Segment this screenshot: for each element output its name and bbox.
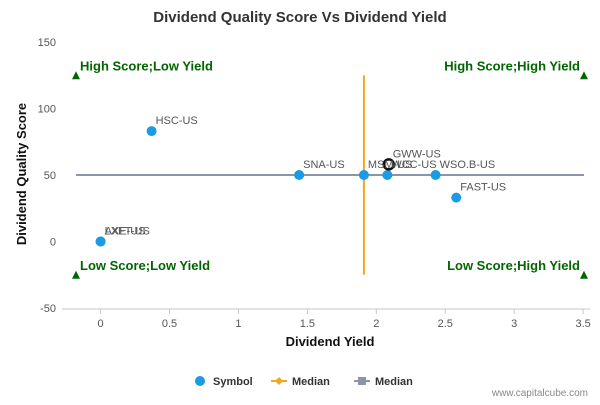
quadrant-labels: High Score;Low Yield High Score;High Yiel… xyxy=(72,58,588,279)
x-tick-label: 1.5 xyxy=(300,318,315,330)
data-point xyxy=(451,192,462,203)
x-tick-label: 3 xyxy=(511,318,517,330)
y-axis: -50 0 50 100 150 xyxy=(38,37,56,315)
legend-diamond-icon xyxy=(275,377,283,385)
point-label: AXE-US xyxy=(105,226,146,238)
legend-square-icon xyxy=(358,377,366,385)
x-tick-label: 1 xyxy=(235,318,241,330)
point-label: WCC-US xyxy=(391,159,436,171)
point-label: WSO.B-US xyxy=(440,159,496,171)
quadrant-marker-icon xyxy=(72,270,80,279)
legend-label: Median xyxy=(375,376,413,388)
point-label: HSC-US xyxy=(156,115,198,127)
x-axis-title: Dividend Yield xyxy=(286,334,375,349)
x-tick-label: 3.5 xyxy=(575,318,590,330)
data-point xyxy=(95,236,106,247)
highlighted-point xyxy=(382,158,395,171)
data-point xyxy=(430,170,441,180)
chart-title: Dividend Quality Score Vs Dividend Yield xyxy=(153,9,446,26)
legend-symbol-icon xyxy=(195,376,205,386)
point-label: LXFT-US xyxy=(105,226,150,238)
data-point xyxy=(358,170,369,180)
x-tick-label: 2.5 xyxy=(438,318,453,330)
point-label: MSM-US xyxy=(368,159,413,171)
quadrant-label-top-right: High Score;High Yield xyxy=(444,58,580,73)
quadrant-label-bottom-left: Low Score;Low Yield xyxy=(80,258,210,273)
quadrant-marker-icon xyxy=(72,71,80,80)
legend-label: Symbol xyxy=(213,376,253,388)
y-axis-title: Dividend Quality Score xyxy=(14,103,29,245)
y-tick-label: -50 xyxy=(40,303,56,315)
point-label: SNA-US xyxy=(303,159,345,171)
quadrant-label-top-left: High Score;Low Yield xyxy=(80,58,213,73)
point-label: FAST-US xyxy=(460,182,506,194)
legend-label: Median xyxy=(292,376,330,388)
quadrant-marker-icon xyxy=(580,71,588,80)
quadrant-label-bottom-right: Low Score;High Yield xyxy=(447,258,580,273)
legend: Symbol Median Median xyxy=(195,376,413,388)
data-point xyxy=(146,126,157,137)
median-lines xyxy=(76,75,584,275)
quadrant-marker-icon xyxy=(580,270,588,279)
y-tick-label: 150 xyxy=(38,37,56,49)
x-tick-label: 0.5 xyxy=(162,318,177,330)
y-tick-label: 50 xyxy=(44,170,56,182)
x-axis: 0 0.5 1 1.5 2 2.5 3 3.5 xyxy=(62,308,591,330)
x-tick-label: 2 xyxy=(373,318,379,330)
x-tick-label: 0 xyxy=(98,318,104,330)
credit-text: www.capitalcube.com xyxy=(491,388,588,399)
y-tick-label: 0 xyxy=(50,237,56,249)
data-points xyxy=(95,126,462,247)
data-point xyxy=(294,170,305,180)
data-point xyxy=(382,170,393,180)
point-label: GWW-US xyxy=(393,148,441,160)
y-tick-label: 100 xyxy=(38,104,56,116)
